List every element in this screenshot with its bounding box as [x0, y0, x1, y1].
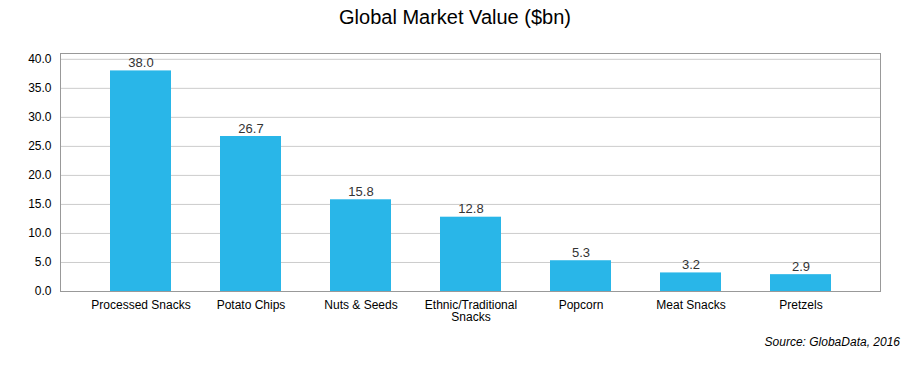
svg-text:Nuts & Seeds: Nuts & Seeds — [324, 298, 397, 312]
svg-text:40.0: 40.0 — [28, 52, 52, 66]
svg-text:2.9: 2.9 — [792, 259, 810, 274]
svg-text:35.0: 35.0 — [28, 81, 52, 95]
svg-text:30.0: 30.0 — [28, 110, 52, 124]
svg-text:15.8: 15.8 — [348, 184, 373, 199]
svg-text:3.2: 3.2 — [682, 257, 700, 272]
svg-text:Popcorn: Popcorn — [559, 298, 604, 312]
svg-text:10.0: 10.0 — [28, 226, 52, 240]
svg-text:Processed Snacks: Processed Snacks — [91, 298, 190, 312]
svg-text:5.3: 5.3 — [572, 245, 590, 260]
svg-text:5.0: 5.0 — [35, 255, 52, 269]
svg-text:26.7: 26.7 — [238, 121, 263, 136]
svg-text:38.0: 38.0 — [128, 55, 153, 70]
svg-text:25.0: 25.0 — [28, 139, 52, 153]
svg-text:Ethnic/TraditionalSnacks: Ethnic/TraditionalSnacks — [425, 298, 517, 324]
html-text:Source: GlobaData, 2016: Source: GlobaData, 2016 — [764, 335, 900, 349]
svg-text:12.8: 12.8 — [458, 201, 483, 216]
svg-text:Potato Chips: Potato Chips — [217, 298, 286, 312]
svg-text:20.0: 20.0 — [28, 168, 52, 182]
svg-text:15.0: 15.0 — [28, 197, 52, 211]
svg-text:Pretzels: Pretzels — [779, 298, 822, 312]
svg-text:Meat Snacks: Meat Snacks — [656, 298, 725, 312]
html-text:Global Market Value ($bn): Global Market Value ($bn) — [339, 6, 571, 28]
svg-text:0.0: 0.0 — [35, 284, 52, 298]
